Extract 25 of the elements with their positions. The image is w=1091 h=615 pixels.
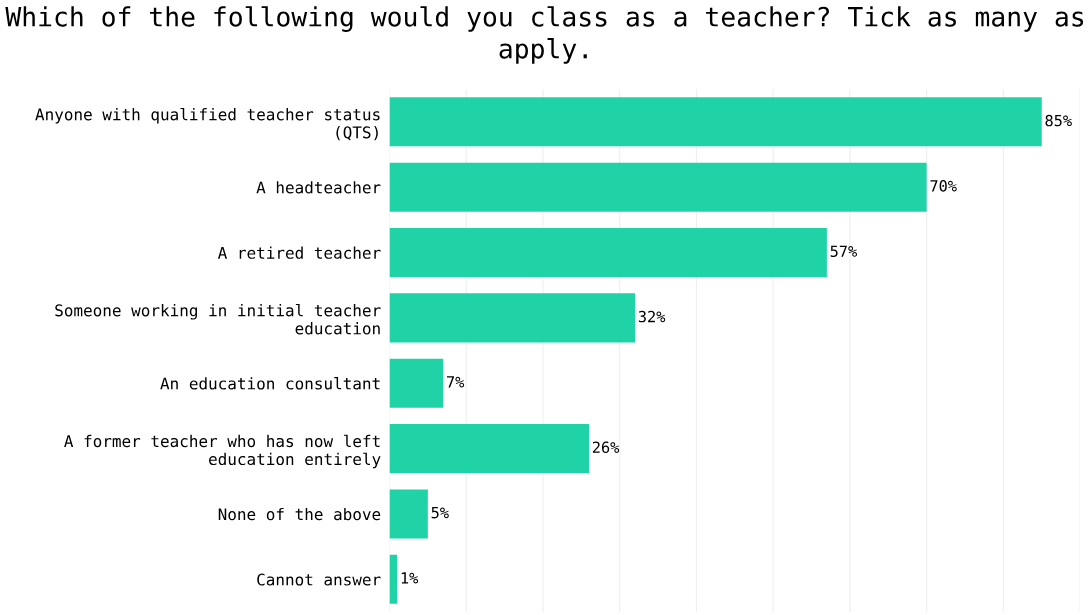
chart-title: Which of the following would you class as a teacher? Tick as many as apply. xyxy=(5,6,1084,64)
bar xyxy=(389,293,636,343)
data-label: 26% xyxy=(592,441,620,454)
data-label: 70% xyxy=(930,180,957,192)
y-tick-label: None of the above xyxy=(218,507,381,521)
y-tick-label: A former teacher who has now left education entirely xyxy=(64,434,381,469)
bar xyxy=(389,424,589,474)
data-label: 85% xyxy=(1045,114,1072,127)
bar xyxy=(389,358,444,408)
data-label: 5% xyxy=(431,507,449,519)
y-tick-label: A retired teacher xyxy=(217,246,381,259)
data-label: 1% xyxy=(401,572,419,584)
data-label: 57% xyxy=(830,245,857,258)
data-label: 7% xyxy=(447,376,465,388)
y-tick-label: A headteacher xyxy=(256,181,381,194)
y-tick-label: Someone working in initial teacher education xyxy=(55,303,381,335)
bar xyxy=(389,97,1042,147)
bar xyxy=(389,228,827,278)
bar xyxy=(389,162,927,212)
y-tick-label: An education consultant xyxy=(160,377,380,390)
y-tick-label: Anyone with qualified teacher status (QTS) xyxy=(35,107,380,141)
y-tick-label: Cannot answer xyxy=(257,573,381,586)
data-label: 32% xyxy=(638,310,666,323)
bar xyxy=(389,554,398,604)
bar xyxy=(389,489,428,539)
